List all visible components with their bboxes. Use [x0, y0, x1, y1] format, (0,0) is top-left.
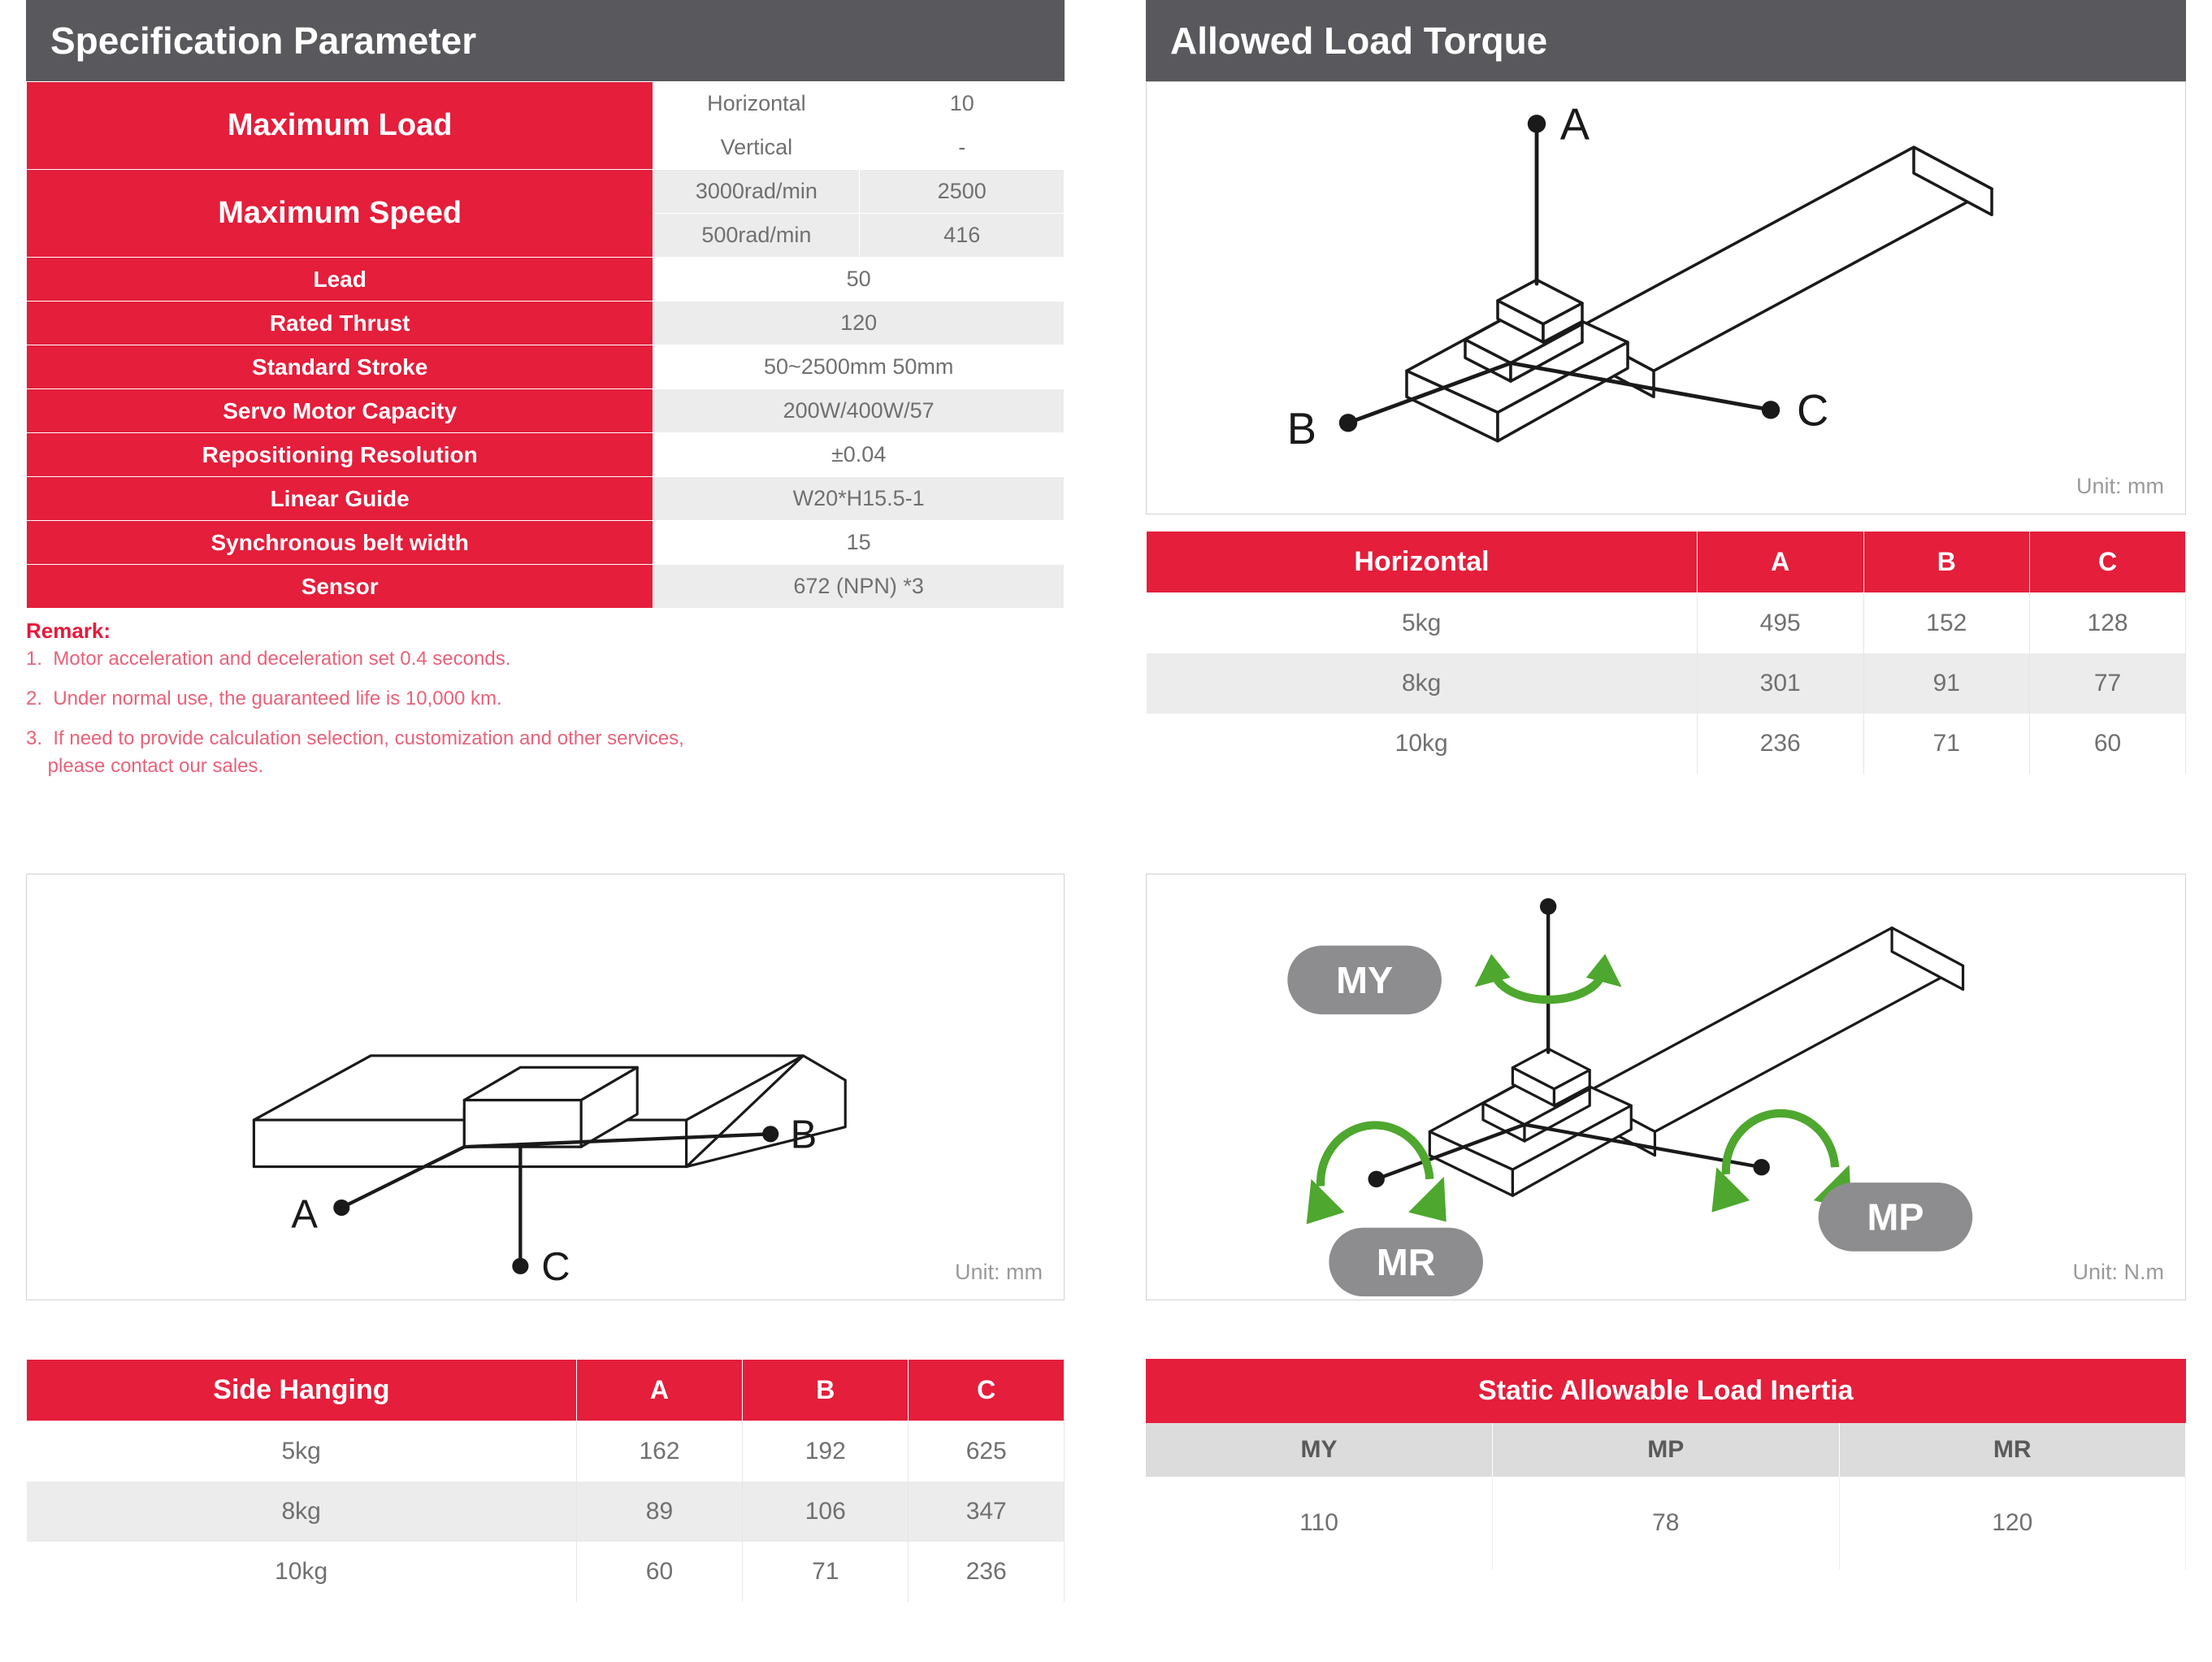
svg-text:MP: MP: [1867, 1196, 1924, 1239]
svg-text:A: A: [1560, 100, 1590, 150]
svg-text:C: C: [541, 1245, 570, 1289]
svg-text:B: B: [1287, 404, 1316, 453]
svg-text:B: B: [791, 1113, 818, 1157]
svg-text:MY: MY: [1336, 959, 1393, 1001]
svg-text:A: A: [291, 1192, 318, 1236]
svg-text:MR: MR: [1377, 1241, 1436, 1283]
svg-text:C: C: [1797, 386, 1828, 436]
